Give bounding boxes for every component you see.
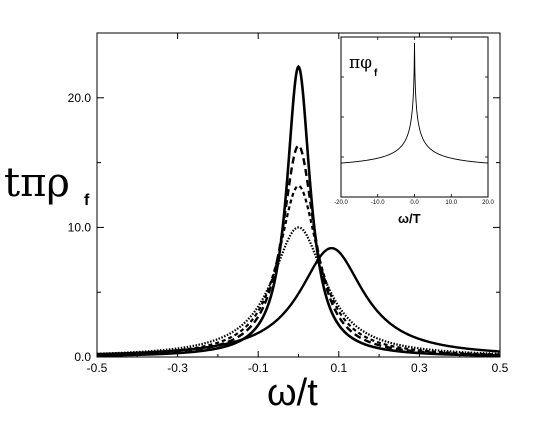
- series-line-5: [96, 246, 501, 356]
- y-tick-label: 0.0: [74, 350, 91, 364]
- x-tick-label: 0.1: [330, 361, 347, 375]
- x-tick-label: -0.5: [87, 361, 108, 375]
- inset-x-tick-label: 0.0: [410, 200, 419, 206]
- inset-ticks: -20.0 -10.0 0.0 10.0 20.0: [334, 37, 494, 206]
- inset-x-tick-label: -10.0: [371, 200, 385, 206]
- inset-xlabel: ω/T: [398, 211, 421, 226]
- inset-x-tick-label: 20.0: [482, 200, 494, 206]
- y-tick-label: 20.0: [68, 91, 92, 105]
- series-line-3: [96, 184, 501, 356]
- main-ylabel-sub: f: [84, 192, 90, 209]
- main-ticks: -0.5 -0.3 -0.1 0.1 0.3 0.5 0.0 10.0 20.0: [68, 33, 509, 375]
- inset-series-line-1: [340, 42, 489, 164]
- inset-ylabel: πφ: [349, 53, 372, 73]
- main-curves: [96, 64, 501, 357]
- x-tick-label: -0.1: [248, 361, 269, 375]
- series-line-4: [96, 226, 501, 355]
- inset-x-tick-label: -20.0: [334, 200, 348, 206]
- inset-x-tick-label: 10.0: [445, 200, 457, 206]
- x-tick-label: 0.5: [492, 361, 509, 375]
- y-tick-label: 10.0: [68, 220, 92, 234]
- main-xlabel: ω/t: [267, 372, 318, 414]
- x-tick-label: 0.3: [411, 361, 428, 375]
- inset-curves: [340, 42, 489, 164]
- main-ylabel: tπρ: [4, 160, 70, 206]
- inset-ylabel-sub: f: [374, 68, 378, 79]
- x-tick-label: -0.3: [167, 361, 188, 375]
